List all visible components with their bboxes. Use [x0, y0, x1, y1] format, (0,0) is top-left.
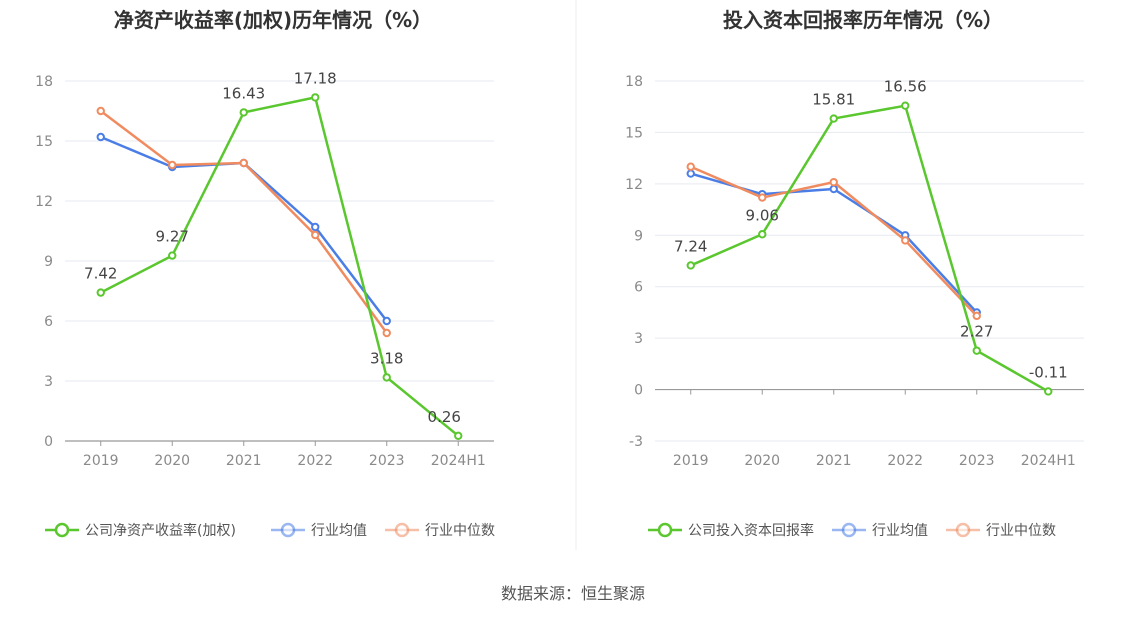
data-label: 16.43: [222, 84, 265, 102]
data-point[interactable]: [454, 431, 463, 440]
data-point[interactable]: [686, 162, 695, 171]
data-point[interactable]: [758, 193, 767, 202]
data-label: 0.26: [428, 408, 461, 426]
data-point[interactable]: [901, 101, 910, 110]
data-point[interactable]: [1044, 387, 1053, 396]
data-point[interactable]: [829, 184, 838, 194]
data-point[interactable]: [382, 328, 391, 338]
y-tick-label: 18: [35, 74, 53, 90]
data-point[interactable]: [901, 236, 910, 245]
y-tick-label: 6: [44, 314, 53, 330]
y-tick-label: 12: [625, 177, 643, 193]
y-tick-label: 15: [35, 134, 53, 150]
x-tick-label: 2022: [297, 453, 333, 469]
data-point[interactable]: [168, 251, 177, 260]
roic-chart: 投入资本回报率历年情况（%） -3 0 3 6 9 12 15 18 2019 2020 2021 20…: [625, 8, 1084, 539]
data-label: 16.56: [884, 78, 927, 96]
x-tick-label: 2021: [226, 453, 262, 469]
legend-label: 公司净资产收益率(加权): [85, 522, 236, 539]
chart-title: 净资产收益率(加权)历年情况（%）: [114, 8, 432, 32]
y-tick-label: 12: [35, 194, 53, 210]
data-label: -0.11: [1029, 363, 1068, 381]
data-point[interactable]: [686, 261, 695, 270]
data-label: 9.06: [746, 206, 779, 224]
data-point[interactable]: [96, 132, 105, 142]
legend-item[interactable]: 公司投入资本回报率: [648, 522, 814, 539]
x-tick-label: 2020: [744, 453, 780, 469]
data-point[interactable]: [311, 222, 320, 232]
data-label: 9.27: [156, 228, 189, 246]
legend-item[interactable]: 行业均值: [832, 522, 928, 539]
legend-marker: [841, 522, 857, 538]
y-tick-label: 9: [44, 254, 53, 270]
x-tick-label: 2024H1: [431, 453, 486, 469]
data-point[interactable]: [96, 106, 105, 116]
legend-label: 行业均值: [872, 523, 928, 539]
data-source: 数据来源：恒生聚源: [501, 584, 645, 603]
series-line: [100, 96, 460, 437]
data-point[interactable]: [829, 177, 838, 187]
data-label: 7.24: [674, 237, 707, 255]
data-point[interactable]: [972, 346, 981, 355]
data-label: 17.18: [294, 69, 337, 87]
legend-item[interactable]: 行业均值: [271, 522, 367, 539]
legend-marker: [280, 522, 296, 538]
x-tick-label: 2022: [887, 453, 923, 469]
legend-label: 公司投入资本回报率: [688, 522, 814, 539]
legend-label: 行业均值: [311, 523, 367, 539]
data-label: 15.81: [812, 91, 855, 109]
legend-item[interactable]: 公司净资产收益率(加权): [45, 522, 236, 539]
data-point[interactable]: [382, 373, 391, 382]
x-tick-label: 2023: [959, 453, 995, 469]
x-tick-label: 2020: [154, 453, 190, 469]
y-tick-label: 3: [44, 374, 53, 390]
data-label: 3.18: [370, 349, 403, 367]
data-point[interactable]: [686, 169, 695, 178]
data-label: 7.42: [84, 265, 117, 283]
chart-title: 投入资本回报率历年情况（%）: [723, 8, 1003, 32]
data-point[interactable]: [311, 93, 320, 102]
x-tick-label: 2021: [816, 453, 852, 469]
x-tick-label: 2024H1: [1021, 453, 1076, 469]
y-tick-label: 6: [634, 280, 643, 296]
data-point[interactable]: [168, 160, 177, 170]
series-line: [690, 104, 1049, 393]
data-point[interactable]: [239, 108, 248, 117]
y-tick-label: 0: [44, 434, 53, 450]
data-point[interactable]: [829, 114, 838, 123]
data-point[interactable]: [311, 230, 320, 240]
legend-marker: [54, 522, 70, 538]
data-point[interactable]: [96, 288, 105, 297]
y-tick-label: -3: [629, 434, 643, 450]
x-tick-label: 2019: [673, 453, 709, 469]
series-line: [690, 172, 978, 314]
data-point[interactable]: [382, 316, 391, 326]
data-label: 2.27: [960, 323, 993, 341]
legend-marker: [955, 522, 971, 538]
x-tick-label: 2019: [83, 453, 119, 469]
series-line: [99, 110, 388, 334]
legend-marker: [394, 522, 410, 538]
data-point[interactable]: [758, 230, 767, 239]
legend-item[interactable]: 行业中位数: [946, 522, 1056, 539]
data-point[interactable]: [972, 311, 981, 321]
x-tick-label: 2023: [369, 453, 405, 469]
y-tick-label: 3: [634, 331, 643, 347]
legend-label: 行业中位数: [986, 523, 1056, 539]
y-tick-label: 15: [625, 125, 643, 141]
y-tick-label: 9: [634, 228, 643, 244]
data-point[interactable]: [239, 158, 248, 168]
y-tick-label: 0: [634, 383, 643, 399]
roe-chart: 净资产收益率(加权)历年情况（%） 0 3 6 9 12 15 18 2019 2020 2021 2…: [35, 8, 495, 539]
legend-item[interactable]: 行业中位数: [385, 522, 495, 539]
legend-marker: [657, 522, 673, 538]
legend-label: 行业中位数: [425, 523, 495, 539]
y-tick-label: 18: [625, 74, 643, 90]
